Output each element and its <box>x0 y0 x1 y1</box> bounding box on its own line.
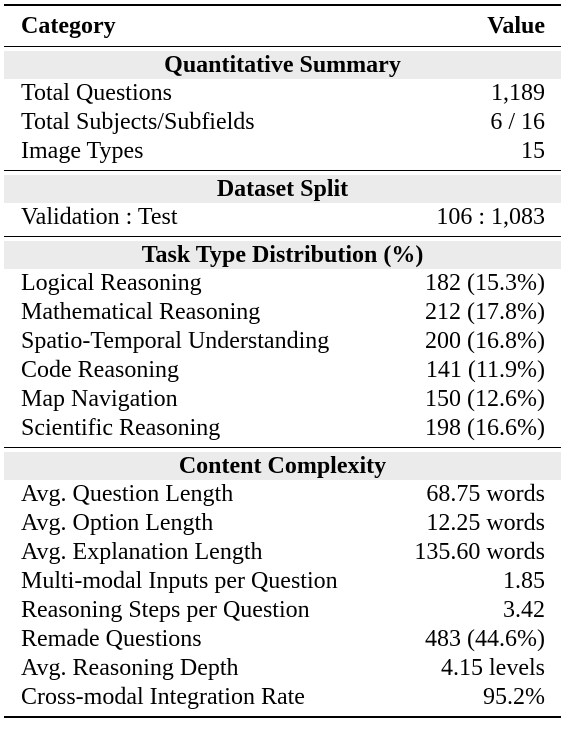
table-row: Remade Questions 483 (44.6%) <box>4 625 561 654</box>
row-value: 95.2% <box>483 684 545 710</box>
table-header: Category Value <box>4 6 561 46</box>
row-value: 15 <box>521 138 545 164</box>
row-label: Avg. Explanation Length <box>21 539 263 565</box>
row-value: 12.25 words <box>426 510 545 536</box>
row-label: Total Questions <box>21 80 172 106</box>
table-row: Validation : Test 106 : 1,083 <box>4 203 561 232</box>
row-label: Validation : Test <box>21 204 178 230</box>
table-row: Avg. Question Length 68.75 words <box>4 480 561 509</box>
section-title: Dataset Split <box>4 175 561 203</box>
table-row: Spatio-Temporal Understanding 200 (16.8%… <box>4 327 561 356</box>
top-rule <box>4 4 561 6</box>
table-row: Total Questions 1,189 <box>4 79 561 108</box>
bottom-rule <box>4 716 561 718</box>
table-row: Cross-modal Integration Rate 95.2% <box>4 683 561 712</box>
table-row: Avg. Reasoning Depth 4.15 levels <box>4 654 561 683</box>
row-value: 106 : 1,083 <box>436 204 545 230</box>
section-quantitative-summary: Quantitative Summary Total Questions 1,1… <box>4 51 561 166</box>
row-label: Remade Questions <box>21 626 202 652</box>
row-label: Avg. Reasoning Depth <box>21 655 239 681</box>
row-value: 150 (12.6%) <box>425 386 545 412</box>
row-label: Cross-modal Integration Rate <box>21 684 305 710</box>
table-row: Avg. Option Length 12.25 words <box>4 509 561 538</box>
section-dataset-split: Dataset Split Validation : Test 106 : 1,… <box>4 175 561 232</box>
row-value: 3.42 <box>503 597 545 623</box>
row-value: 6 / 16 <box>490 109 545 135</box>
row-label: Reasoning Steps per Question <box>21 597 310 623</box>
row-value: 200 (16.8%) <box>425 328 545 354</box>
row-value: 212 (17.8%) <box>425 299 545 325</box>
section-title: Task Type Distribution (%) <box>4 241 561 269</box>
header-value: Value <box>487 12 545 39</box>
row-label: Avg. Question Length <box>21 481 234 507</box>
row-label: Spatio-Temporal Understanding <box>21 328 330 354</box>
table-row: Avg. Explanation Length 135.60 words <box>4 538 561 567</box>
row-value: 4.15 levels <box>441 655 545 681</box>
row-value: 141 (11.9%) <box>425 357 545 383</box>
section-content-complexity: Content Complexity Avg. Question Length … <box>4 452 561 712</box>
header-rule <box>4 46 561 47</box>
row-label: Logical Reasoning <box>21 270 202 296</box>
row-value: 1,189 <box>491 80 545 106</box>
row-value: 483 (44.6%) <box>425 626 545 652</box>
section-title: Quantitative Summary <box>4 51 561 79</box>
row-label: Avg. Option Length <box>21 510 214 536</box>
row-label: Mathematical Reasoning <box>21 299 261 325</box>
statistics-table: Category Value Quantitative Summary Tota… <box>4 4 561 718</box>
row-label: Map Navigation <box>21 386 178 412</box>
table-row: Total Subjects/Subfields 6 / 16 <box>4 108 561 137</box>
table-row: Logical Reasoning 182 (15.3%) <box>4 269 561 298</box>
row-label: Code Reasoning <box>21 357 179 383</box>
row-label: Image Types <box>21 138 144 164</box>
row-value: 198 (16.6%) <box>425 415 545 441</box>
section-title: Content Complexity <box>4 452 561 480</box>
table-row: Multi-modal Inputs per Question 1.85 <box>4 567 561 596</box>
row-value: 68.75 words <box>426 481 545 507</box>
table-row: Mathematical Reasoning 212 (17.8%) <box>4 298 561 327</box>
row-label: Multi-modal Inputs per Question <box>21 568 338 594</box>
header-category: Category <box>21 12 116 39</box>
row-label: Scientific Reasoning <box>21 415 221 441</box>
section-rule <box>4 236 561 237</box>
table-row: Scientific Reasoning 198 (16.6%) <box>4 414 561 443</box>
row-value: 135.60 words <box>414 539 545 565</box>
section-rule <box>4 170 561 171</box>
row-value: 182 (15.3%) <box>425 270 545 296</box>
section-task-type-distribution: Task Type Distribution (%) Logical Reaso… <box>4 241 561 443</box>
table-row: Map Navigation 150 (12.6%) <box>4 385 561 414</box>
row-value: 1.85 <box>503 568 545 594</box>
table-row: Reasoning Steps per Question 3.42 <box>4 596 561 625</box>
section-rule <box>4 447 561 448</box>
table-row: Code Reasoning 141 (11.9%) <box>4 356 561 385</box>
table-row: Image Types 15 <box>4 137 561 166</box>
row-label: Total Subjects/Subfields <box>21 109 255 135</box>
